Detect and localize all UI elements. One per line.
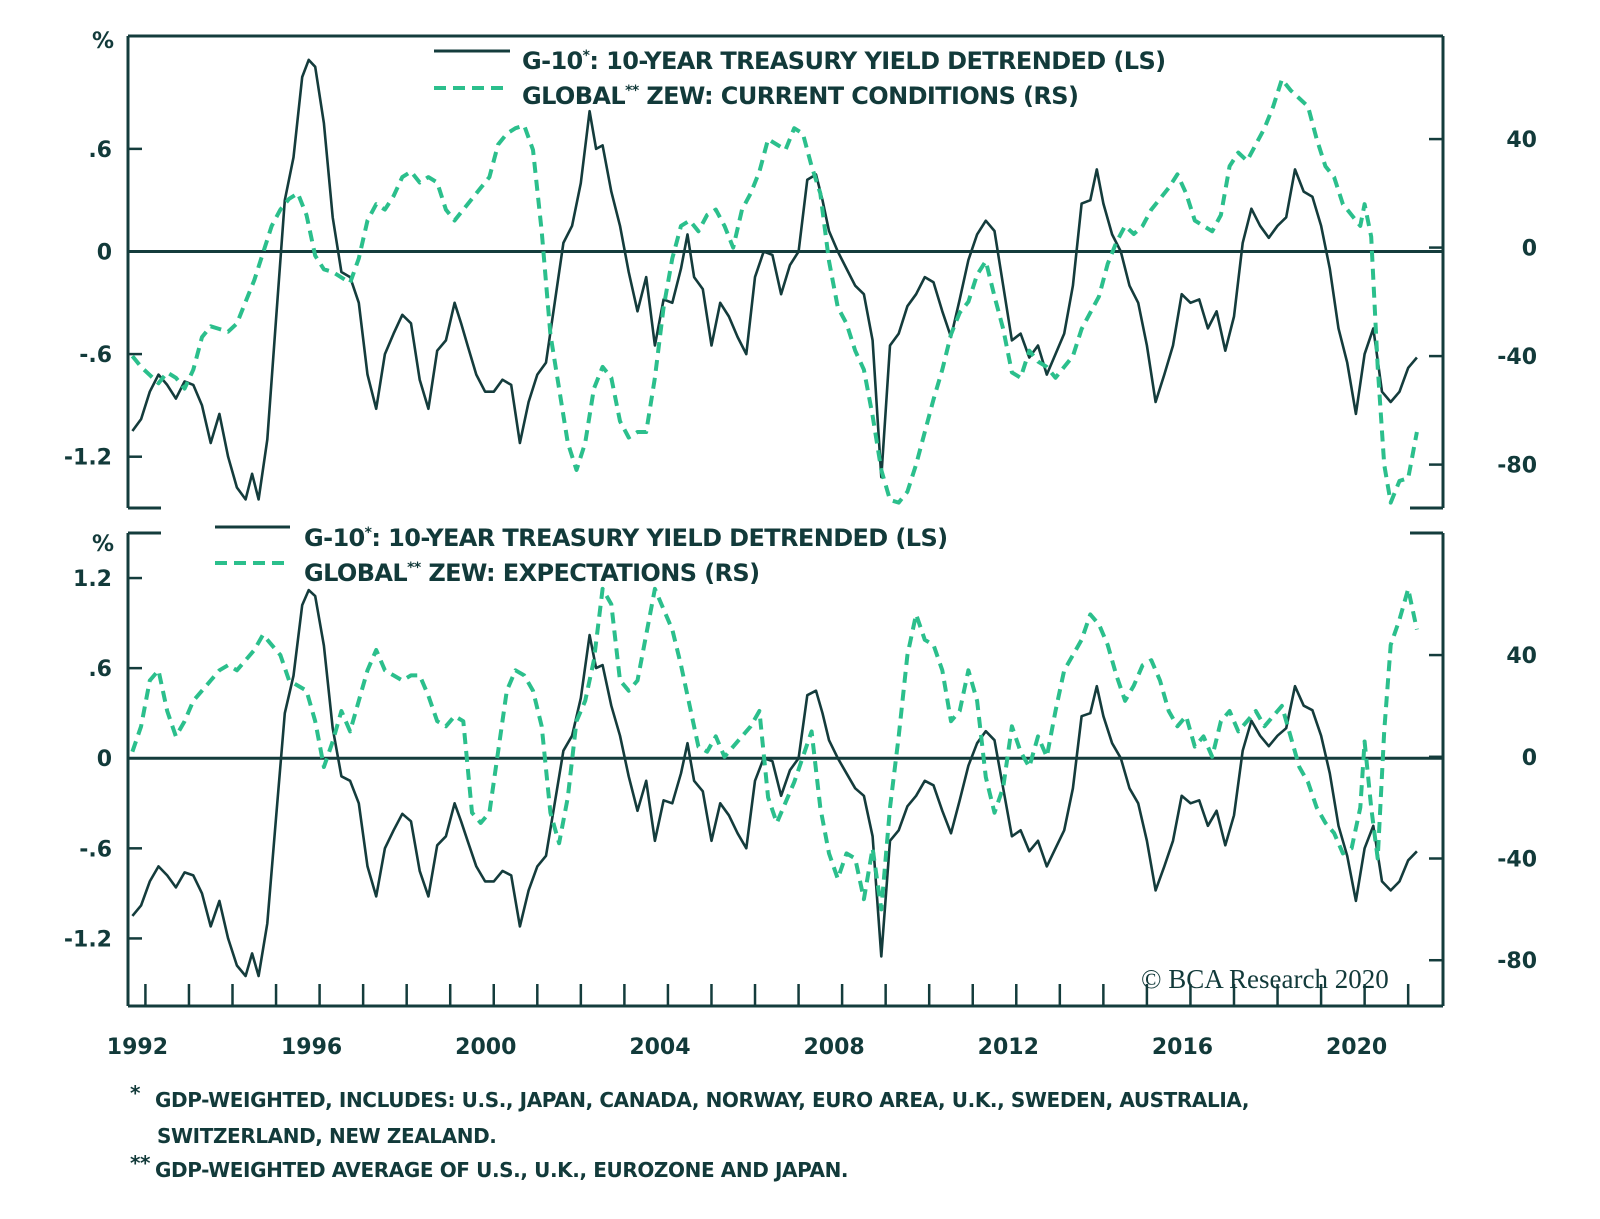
series-zew-line [130, 77, 1419, 505]
legend-bottom: G-10*: 10-YEAR TREASURY YIELD DETRENDED … [215, 524, 948, 587]
copyright: © BCA Research 2020 [1141, 964, 1389, 994]
legend-label-zew-expectations: GLOBAL** ZEW: EXPECTATIONS (RS) [304, 559, 759, 587]
legend-label-yield: G-10*: 10-YEAR TREASURY YIELD DETRENDED … [522, 47, 1166, 75]
legend-label-yield-bottom: G-10*: 10-YEAR TREASURY YIELD DETRENDED … [304, 524, 948, 552]
y-right-tick-label: 0 [1522, 237, 1537, 262]
y-right-tick-label: -40 [1497, 848, 1537, 873]
y-right-tick-label: 40 [1506, 644, 1537, 669]
y-left-tick-label: 1.2 [73, 567, 112, 592]
footnote-marker-1: * [130, 1081, 141, 1105]
series-zew-line [130, 586, 1419, 912]
y-left-tick-label: -.6 [79, 837, 112, 862]
x-tick-label: 1992 [107, 1035, 168, 1060]
x-tick-label: 2000 [455, 1035, 516, 1060]
footnote-marker-2: ** [130, 1151, 151, 1175]
y-right-tick-label: -80 [1497, 454, 1537, 479]
y-right-tick-label: -80 [1497, 949, 1537, 974]
y-right-tick-label: 40 [1506, 128, 1537, 153]
legend-label-zew-current: GLOBAL** ZEW: CURRENT CONDITIONS (RS) [522, 82, 1078, 110]
y-right-tick-label: -40 [1497, 345, 1537, 370]
x-tick-label: 2020 [1326, 1035, 1387, 1060]
unit-label-top: % [92, 29, 114, 54]
x-tick-label: 2016 [1152, 1035, 1213, 1060]
y-left-tick-label: -1.2 [64, 446, 112, 471]
top-panel: -1.2 -.6 0 .6 -80 -40 0 40 [64, 34, 1537, 510]
y-left-tick-label: 0 [97, 240, 112, 265]
x-axis: 1992 1996 2000 2004 2008 2012 2016 2020 [107, 984, 1410, 1060]
x-tick-label: 2004 [629, 1035, 690, 1060]
footnote-2: GDP-WEIGHTED AVERAGE OF U.S., U.K., EURO… [155, 1158, 848, 1182]
y-left-tick-label: .6 [88, 657, 112, 682]
legend-top: G-10*: 10-YEAR TREASURY YIELD DETRENDED … [434, 47, 1166, 110]
x-tick-label: 2012 [978, 1035, 1039, 1060]
y-right-tick-label: 0 [1522, 746, 1537, 771]
y-left-tick-label: -1.2 [64, 927, 112, 952]
footnote-1: GDP-WEIGHTED, INCLUDES: U.S., JAPAN, CAN… [155, 1088, 1249, 1112]
bottom-panel: -1.2 -.6 0 .6 1.2 -80 -40 0 40 [64, 531, 1537, 1008]
series-yield-line [131, 588, 1418, 978]
unit-label-bottom: % [92, 532, 114, 557]
y-left-tick-label: .6 [88, 138, 112, 163]
y-left-tick-label: 0 [97, 747, 112, 772]
x-tick-label: 2008 [803, 1035, 864, 1060]
y-left-tick-label: -.6 [79, 343, 112, 368]
x-tick-label: 1996 [281, 1035, 342, 1060]
footnotes: * GDP-WEIGHTED, INCLUDES: U.S., JAPAN, C… [130, 1081, 1249, 1182]
footnote-1-cont: SWITZERLAND, NEW ZEALAND. [157, 1124, 496, 1148]
series-yield-line [131, 58, 1418, 501]
